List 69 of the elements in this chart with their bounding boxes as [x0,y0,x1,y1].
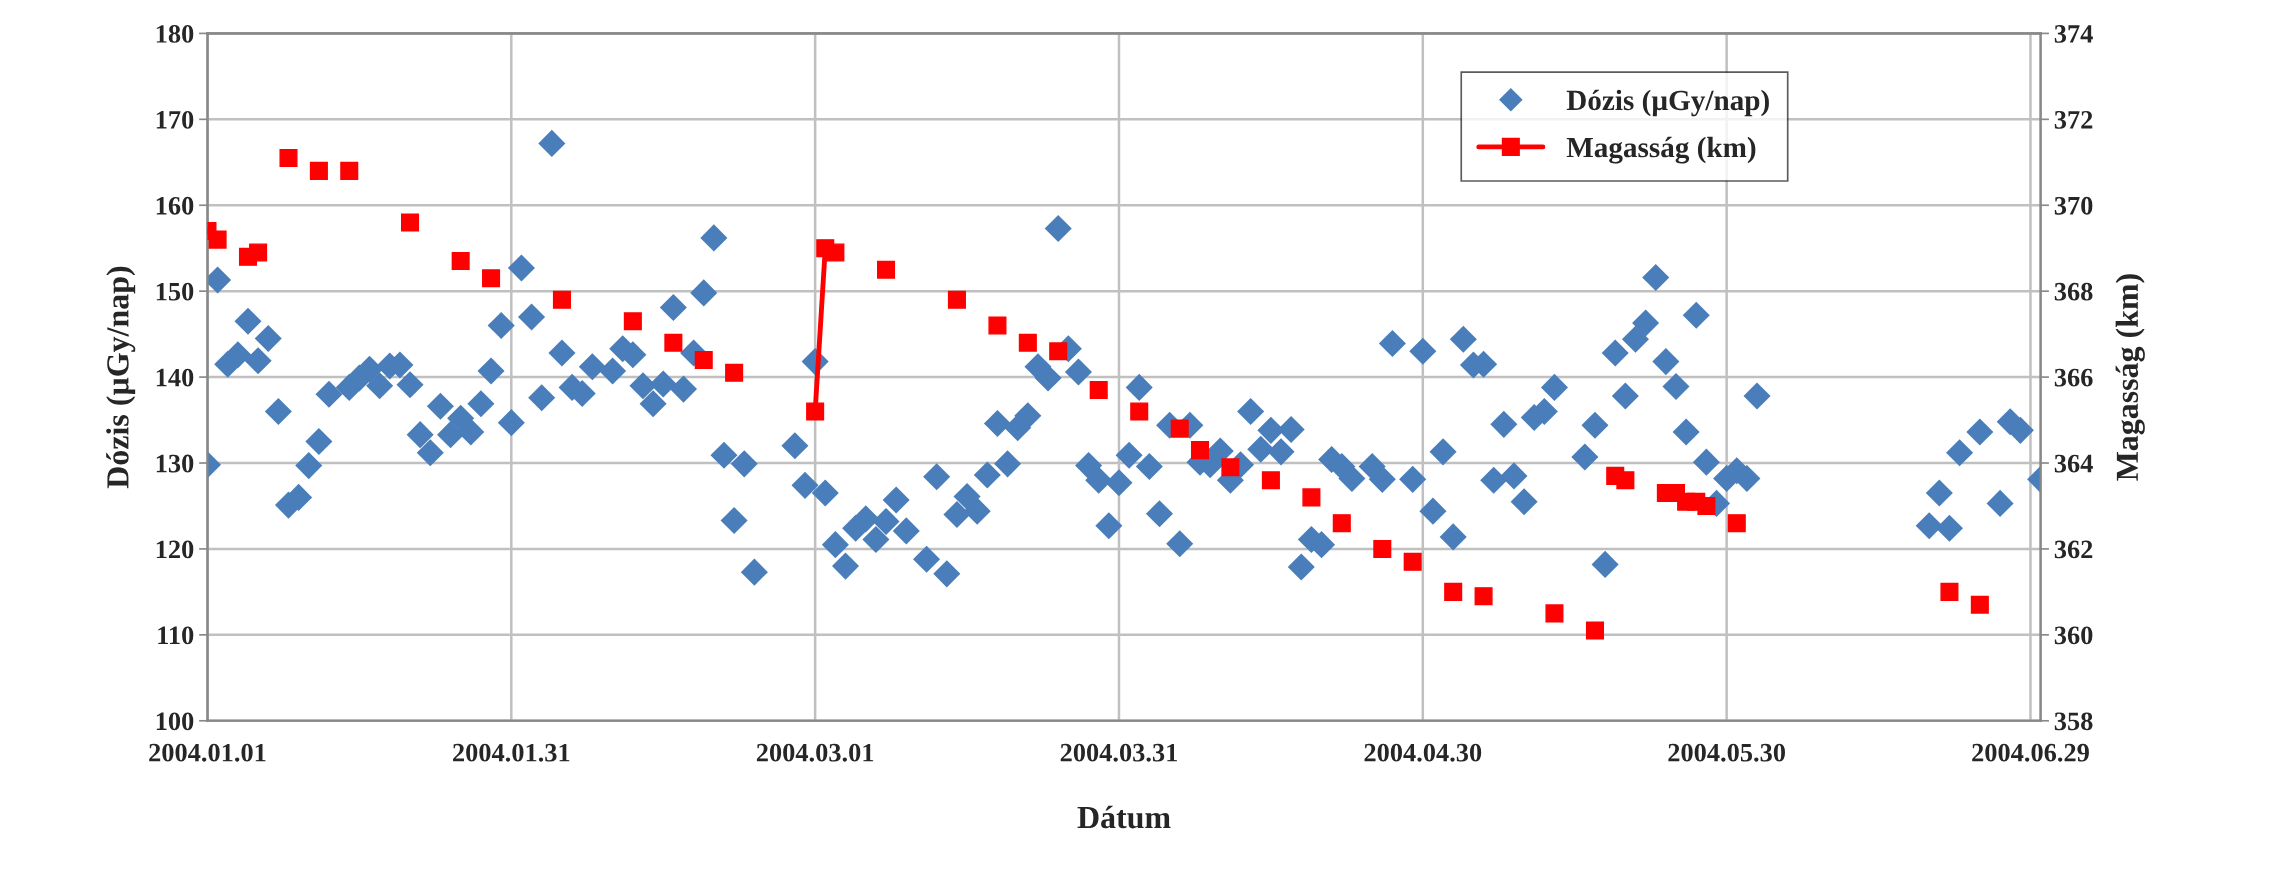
y2-tick-label: 372 [2054,111,2093,129]
x-axis-title: Dátum [1077,805,1171,829]
point [249,243,268,262]
y-tick-label: 110 [158,626,194,645]
point [1261,471,1280,490]
y2-tick-label: 358 [2054,712,2093,731]
x-tick-label: 2004.03.01 [756,743,874,762]
point [826,243,845,262]
x-tick-label: 2004.04.30 [1364,743,1482,762]
point [482,269,501,288]
point [309,161,328,180]
y2-tick-label: 362 [2054,540,2093,559]
point [694,350,713,369]
y2-tick-label: 364 [2054,454,2093,473]
point [451,252,470,271]
y2-tick-label: 368 [2054,282,2093,301]
y-tick-label: 170 [156,110,194,129]
y2-tick-label: 366 [2054,368,2093,387]
point [1403,552,1422,571]
point [623,312,642,331]
y2-axis-title: Magasság (km) [2115,274,2145,481]
point [1190,441,1210,460]
point [1089,380,1108,400]
y2-tick-label: 370 [2054,196,2093,215]
point [1940,582,1959,601]
point [1444,582,1463,601]
point [947,290,966,309]
x-tick-label: 2004.06.29 [1972,743,2089,762]
x-tick-label: 2004.03.31 [1060,743,1177,762]
y-tick-label: 140 [156,368,194,387]
y-tick-label: 160 [156,196,194,215]
y-tick-label: 130 [156,454,194,473]
x-tick-label: 2004.05.30 [1668,743,1786,762]
legend-label: Magasság (km) [1566,136,1756,164]
point [1130,402,1149,421]
point [806,402,825,421]
point [1373,539,1392,558]
y2-tick-label: 374 [2054,25,2093,43]
y-tick-label: 180 [156,25,194,43]
point [208,230,227,249]
point [1332,514,1351,533]
legend-label: Dózis (µGy/nap) [1566,89,1769,117]
point [664,333,683,352]
point [1616,471,1635,490]
y-tick-label: 100 [156,712,194,731]
point [988,316,1007,335]
x-tick-label: 2004.01.31 [453,743,570,762]
y-axis-title: Dózis (µGy/nap) [106,266,136,489]
point [1221,458,1240,477]
point [1018,333,1037,352]
point [1170,419,1189,438]
point [279,148,298,168]
point [1302,488,1321,507]
point [1970,595,1989,614]
point [1697,496,1716,516]
y2-tick-label: 360 [2054,626,2093,645]
point [1585,621,1605,640]
y-tick-label: 150 [156,282,194,301]
point [1474,587,1493,606]
point [552,290,571,309]
point [725,363,744,382]
point [1727,514,1746,533]
point [340,161,359,180]
point [1049,342,1068,361]
point [401,213,420,232]
x-tick-label: 2004.01.01 [149,743,266,762]
point [1545,604,1564,623]
y-tick-label: 120 [156,540,194,559]
point [877,260,896,279]
